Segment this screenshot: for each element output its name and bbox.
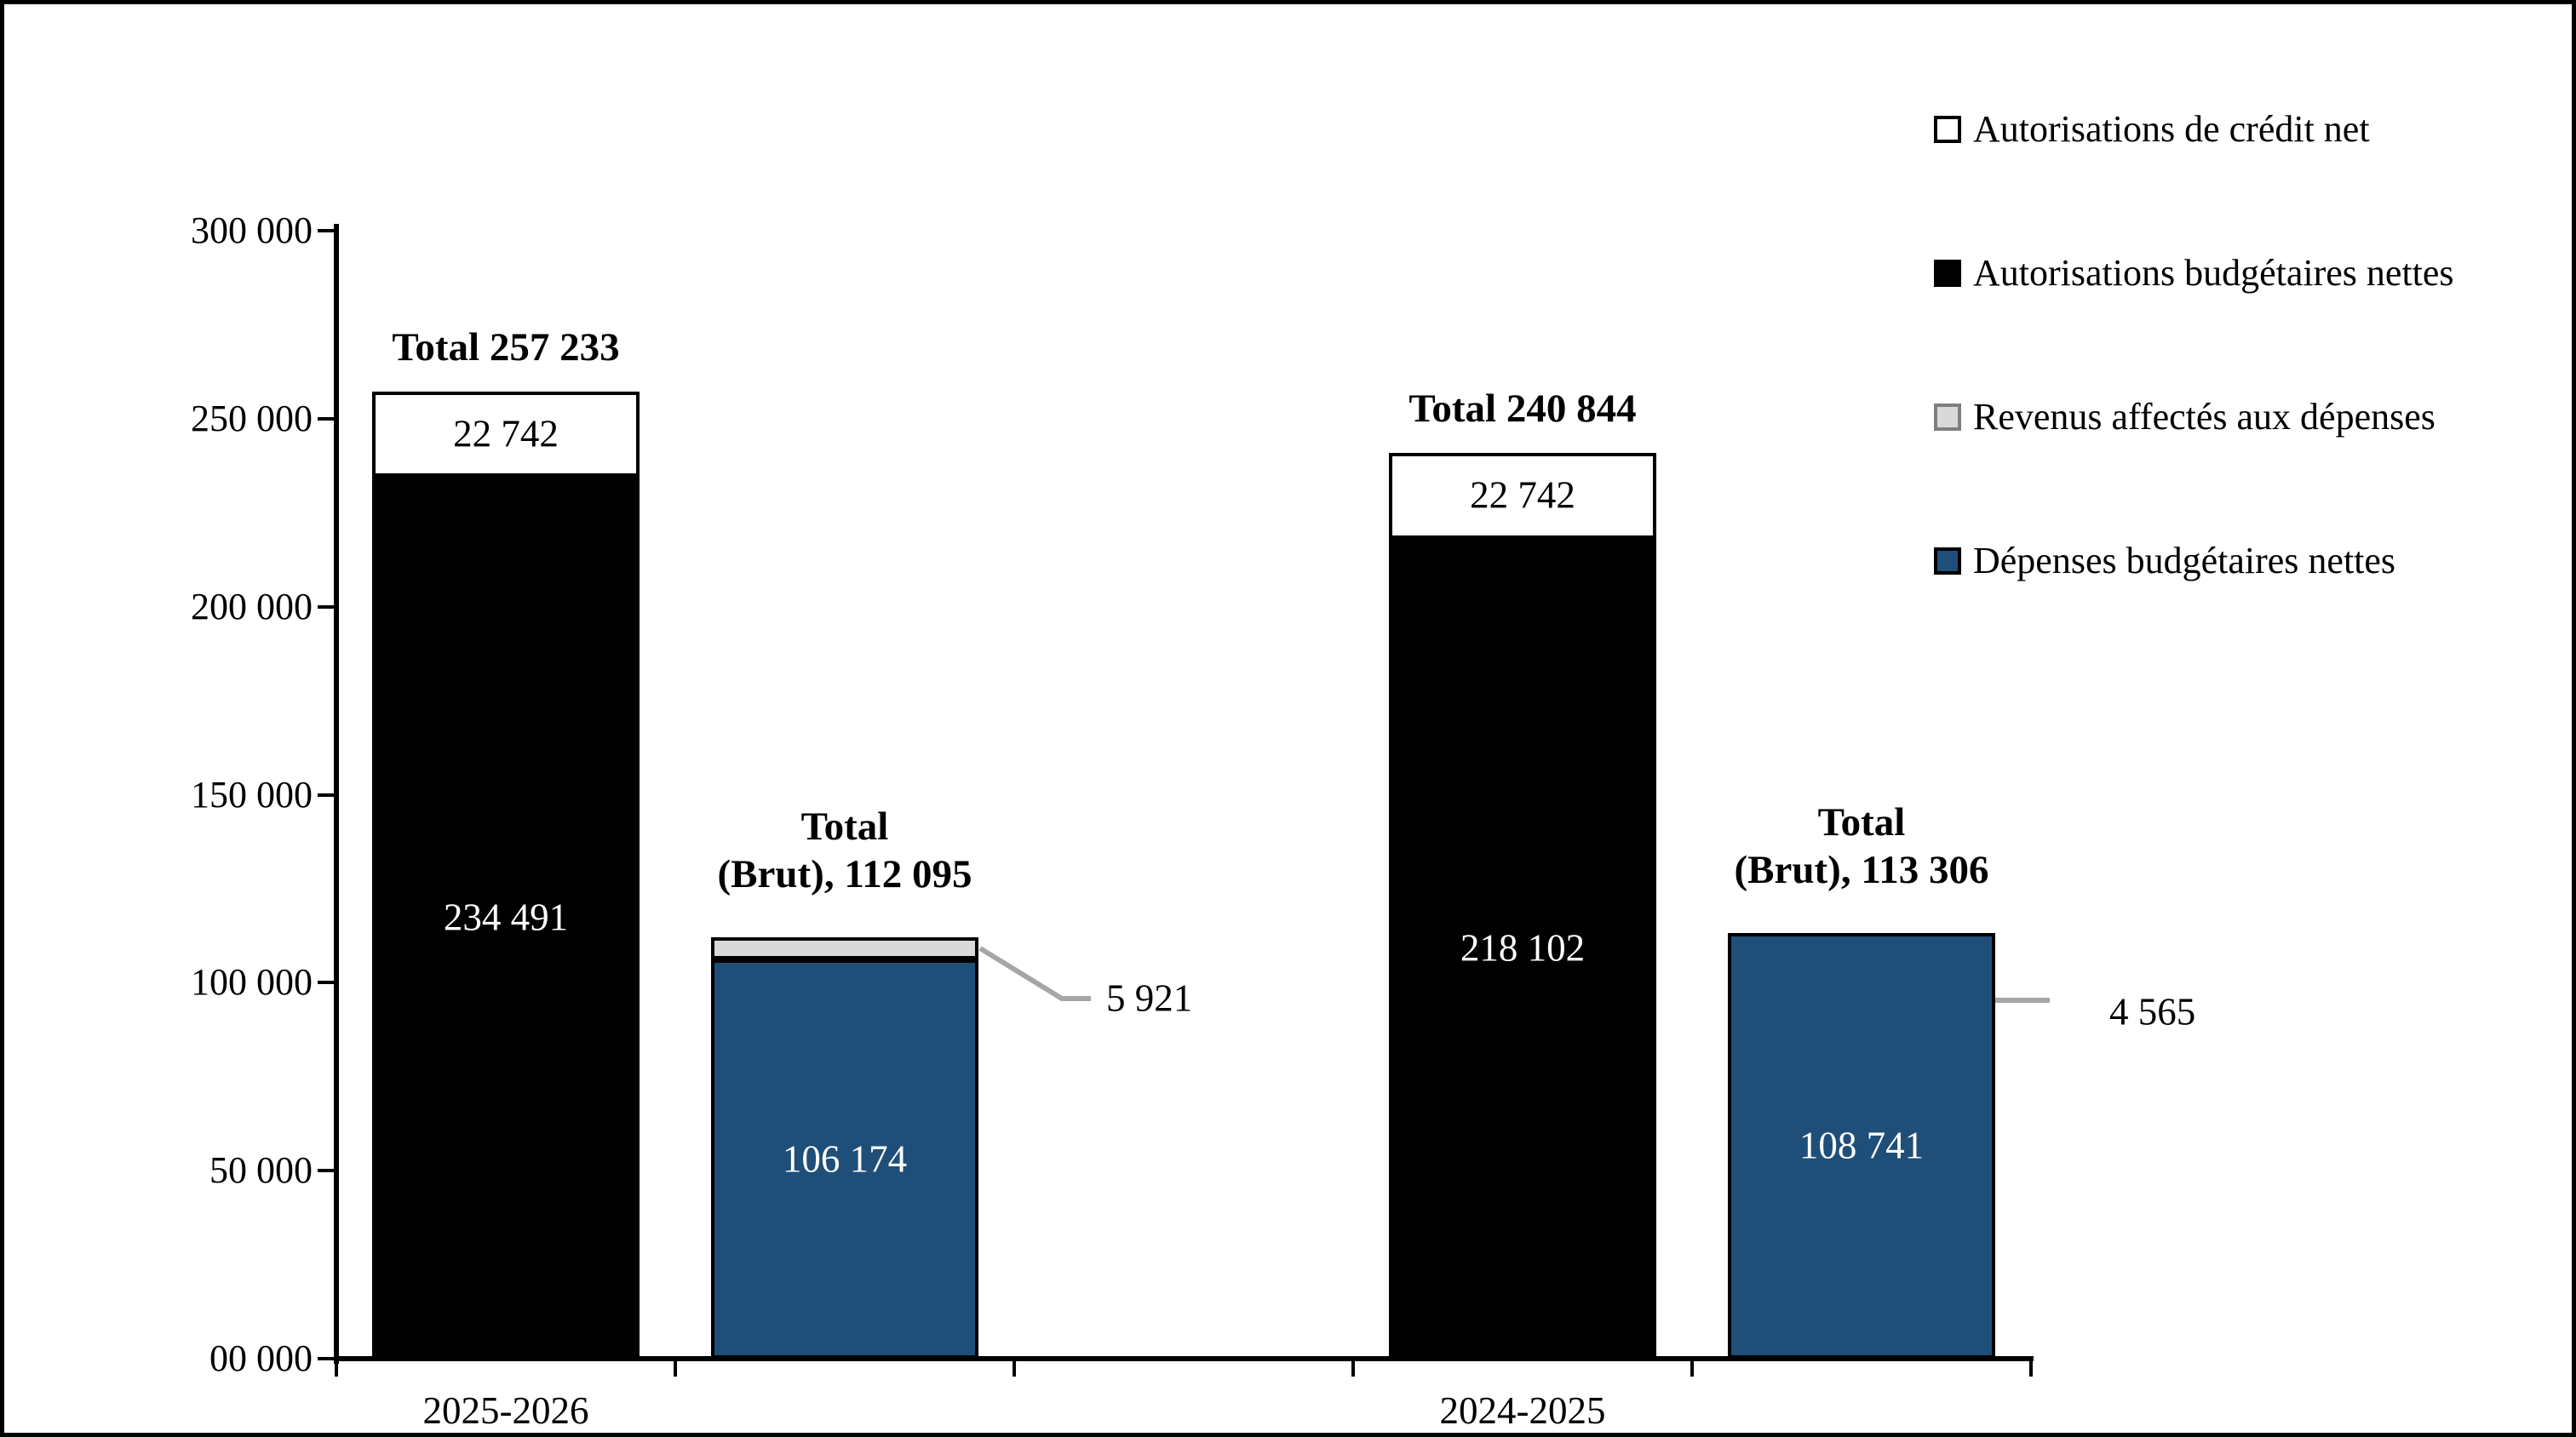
- legend-label: Autorisations budgétaires nettes: [1973, 252, 2454, 294]
- bar-total-label: Total 257 233: [392, 323, 619, 371]
- bar-segment-blue: [1728, 932, 1995, 1359]
- bar-total-label-line: (Brut), 113 306: [1734, 847, 1989, 892]
- bar-segment-white: [372, 391, 640, 478]
- bar-segment-blue: [711, 959, 978, 1359]
- y-tick: [318, 981, 336, 985]
- bar-segment-value: 22 742: [1470, 473, 1575, 517]
- bar-segment-value: 22 742: [453, 412, 559, 455]
- bar-segment-value: 234 491: [443, 896, 569, 939]
- y-tick-label: 250 000: [191, 397, 313, 439]
- bar-segment-white: [1389, 453, 1656, 539]
- legend-item: Autorisations de crédit net: [1934, 111, 2370, 148]
- y-tick-label: 150 000: [191, 773, 313, 816]
- category-label-2025-2026: 2025-2026: [422, 1389, 589, 1432]
- bar-segment-value: 108 741: [1799, 1124, 1925, 1167]
- legend-item: Dépenses budgétaires nettes: [1934, 542, 2395, 580]
- bar-total-label-line: (Brut), 112 095: [717, 851, 972, 896]
- bar-segment-gray: [711, 936, 978, 960]
- legend-swatch: [1934, 547, 1961, 575]
- y-tick-label: 200 000: [191, 585, 313, 627]
- legend-label: Revenus affectés aux dépenses: [1973, 396, 2435, 438]
- y-axis-line: [334, 224, 339, 1364]
- callout-leader-1: [978, 946, 1091, 1001]
- y-tick: [318, 229, 336, 232]
- legend-label: Dépenses budgétaires nettes: [1973, 540, 2396, 581]
- bar-total-label-line: Total: [1817, 799, 1906, 844]
- x-tick: [1351, 1359, 1355, 1377]
- x-tick: [674, 1359, 677, 1377]
- bar-segment-black: [372, 477, 640, 1359]
- callout-label-1: 5 921: [1106, 976, 1193, 1020]
- x-tick: [335, 1359, 338, 1377]
- y-tick-label: 00 000: [209, 1337, 313, 1379]
- bar-total-label-line: Total 257 233: [392, 324, 620, 369]
- y-tick: [318, 416, 336, 421]
- bar-segment-value: 106 174: [782, 1137, 908, 1181]
- y-tick-label: 50 000: [209, 1149, 313, 1192]
- y-tick: [318, 793, 336, 797]
- bar-total-label-line: Total 240 844: [1408, 386, 1637, 432]
- x-tick: [2029, 1359, 2033, 1377]
- bar-total-label-line: Total: [800, 804, 889, 849]
- bar-total-label: Total (Brut), 113 306: [1735, 799, 1989, 894]
- callout-label-2: 4 565: [2109, 990, 2196, 1033]
- y-tick: [318, 1357, 336, 1360]
- x-tick: [1690, 1359, 1694, 1377]
- y-tick: [318, 1169, 336, 1173]
- legend-item: Revenus affectés aux dépenses: [1934, 398, 2435, 436]
- bar-total-label: Total 240 844: [1408, 385, 1636, 432]
- x-axis-line: [334, 1356, 2034, 1361]
- y-tick: [318, 604, 336, 609]
- bar-total-label: Total (Brut), 112 095: [718, 803, 972, 898]
- y-tick-label: 300 000: [191, 209, 313, 251]
- legend-swatch: [1934, 260, 1961, 287]
- legend-label: Autorisations de crédit net: [1973, 108, 2370, 150]
- bar-segment-black: [1389, 538, 1656, 1359]
- x-tick: [1013, 1359, 1016, 1377]
- category-label-2024-2025: 2024-2025: [1439, 1389, 1606, 1432]
- y-tick-label: 100 000: [191, 961, 313, 1004]
- legend-swatch: [1934, 116, 1961, 143]
- legend-swatch: [1934, 404, 1961, 431]
- legend-item: Autorisations budgétaires nettes: [1934, 255, 2454, 292]
- bar-segment-value: 218 102: [1460, 926, 1586, 970]
